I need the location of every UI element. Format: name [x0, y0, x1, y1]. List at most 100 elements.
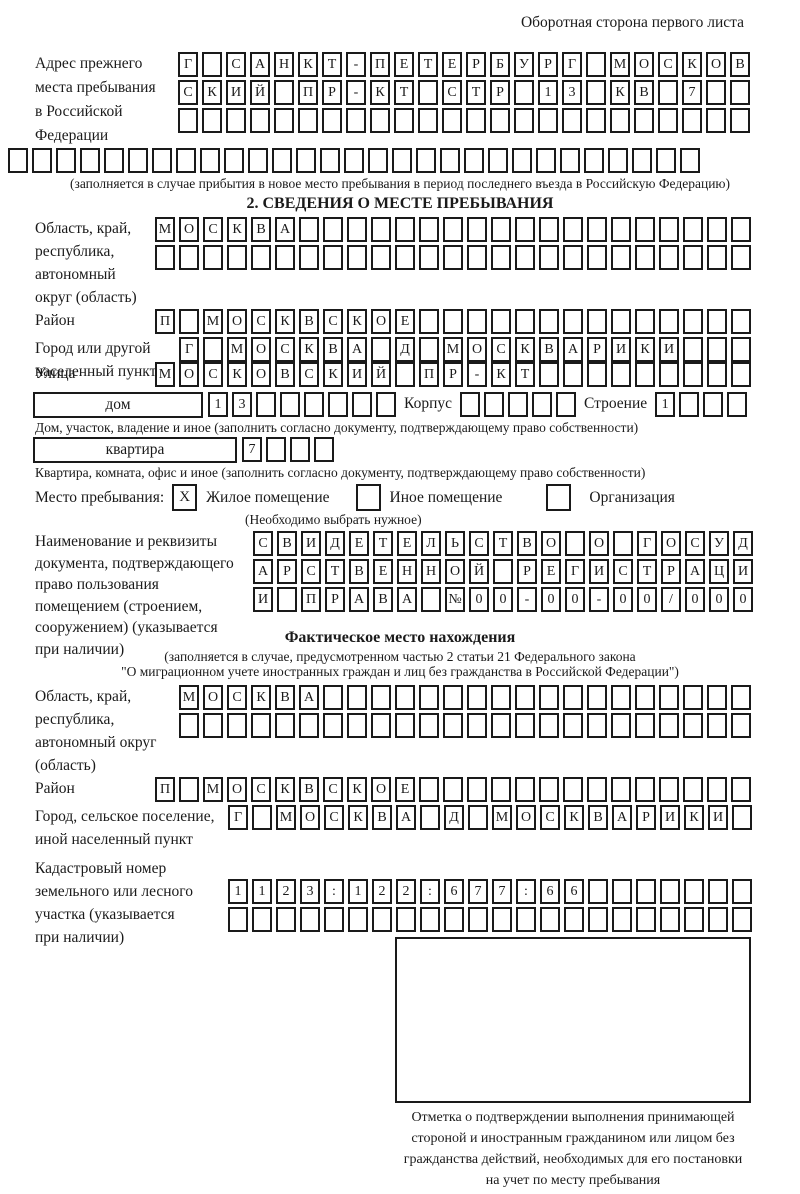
char-box[interactable]	[176, 148, 196, 173]
char-box[interactable]	[419, 337, 439, 362]
char-box[interactable]: В	[251, 217, 271, 242]
char-box[interactable]	[563, 217, 583, 242]
char-box[interactable]: 7	[242, 437, 262, 462]
char-box[interactable]	[539, 777, 559, 802]
char-box[interactable]: О	[227, 777, 247, 802]
char-box[interactable]	[682, 108, 702, 133]
char-box[interactable]: 1	[228, 879, 248, 904]
char-box[interactable]: Г	[228, 805, 248, 830]
char-box[interactable]	[611, 713, 631, 738]
char-box[interactable]	[290, 437, 310, 462]
char-box[interactable]	[683, 217, 703, 242]
char-box[interactable]: 1	[252, 879, 272, 904]
char-box[interactable]: А	[396, 805, 416, 830]
char-box[interactable]: К	[227, 362, 247, 387]
char-box[interactable]: К	[370, 80, 390, 105]
char-box[interactable]: 2	[396, 879, 416, 904]
char-box[interactable]	[371, 713, 391, 738]
char-box[interactable]	[252, 805, 272, 830]
char-box[interactable]	[635, 713, 655, 738]
char-box[interactable]	[419, 685, 439, 710]
char-box[interactable]: С	[178, 80, 198, 105]
char-box[interactable]	[32, 148, 52, 173]
char-box[interactable]	[347, 217, 367, 242]
char-box[interactable]: О	[179, 217, 199, 242]
char-box[interactable]	[371, 217, 391, 242]
char-box[interactable]	[323, 713, 343, 738]
char-box[interactable]	[635, 217, 655, 242]
char-box[interactable]	[275, 713, 295, 738]
char-box[interactable]: Р	[538, 52, 558, 77]
char-box[interactable]: С	[275, 337, 295, 362]
checkbox-other-premises[interactable]	[355, 484, 381, 511]
char-box[interactable]: В	[277, 531, 297, 556]
char-box[interactable]	[416, 148, 436, 173]
char-box[interactable]	[490, 108, 510, 133]
char-box[interactable]	[277, 587, 297, 612]
char-box[interactable]: С	[227, 685, 247, 710]
char-box[interactable]	[508, 392, 528, 417]
char-box[interactable]	[467, 685, 487, 710]
char-box[interactable]: Н	[421, 559, 441, 584]
char-box[interactable]	[611, 777, 631, 802]
char-box[interactable]	[314, 437, 334, 462]
char-box[interactable]: 0	[613, 587, 633, 612]
char-box[interactable]: Г	[178, 52, 198, 77]
char-box[interactable]: 0	[493, 587, 513, 612]
char-box[interactable]: М	[610, 52, 630, 77]
char-box[interactable]	[658, 108, 678, 133]
char-box[interactable]: 6	[540, 879, 560, 904]
char-box[interactable]	[610, 108, 630, 133]
char-box[interactable]	[467, 713, 487, 738]
char-box[interactable]: В	[373, 587, 393, 612]
char-box[interactable]	[635, 245, 655, 270]
char-box[interactable]: О	[467, 337, 487, 362]
char-box[interactable]	[538, 108, 558, 133]
char-box[interactable]: О	[589, 531, 609, 556]
char-box[interactable]	[707, 362, 727, 387]
char-box[interactable]	[323, 245, 343, 270]
char-box[interactable]: О	[516, 805, 536, 830]
char-box[interactable]: Р	[661, 559, 681, 584]
char-box[interactable]	[491, 685, 511, 710]
char-box[interactable]	[368, 148, 388, 173]
char-box[interactable]	[611, 245, 631, 270]
char-box[interactable]: 7	[468, 879, 488, 904]
char-box[interactable]: К	[323, 362, 343, 387]
char-box[interactable]: У	[514, 52, 534, 77]
char-box[interactable]	[203, 245, 223, 270]
char-box[interactable]	[684, 907, 704, 932]
char-box[interactable]	[491, 713, 511, 738]
char-box[interactable]	[392, 148, 412, 173]
char-box[interactable]: Е	[373, 559, 393, 584]
char-box[interactable]	[683, 713, 703, 738]
char-box[interactable]	[632, 148, 652, 173]
char-box[interactable]	[536, 148, 556, 173]
char-box[interactable]: К	[635, 337, 655, 362]
char-box[interactable]	[395, 713, 415, 738]
char-box[interactable]	[299, 217, 319, 242]
char-box[interactable]: Р	[517, 559, 537, 584]
char-box[interactable]	[421, 587, 441, 612]
char-box[interactable]	[731, 217, 751, 242]
char-box[interactable]: А	[397, 587, 417, 612]
char-box[interactable]	[660, 879, 680, 904]
char-box[interactable]	[418, 80, 438, 105]
char-box[interactable]	[587, 777, 607, 802]
char-box[interactable]	[352, 392, 372, 417]
char-box[interactable]: А	[347, 337, 367, 362]
char-box[interactable]: К	[275, 309, 295, 334]
char-box[interactable]	[707, 309, 727, 334]
char-box[interactable]: О	[251, 362, 271, 387]
char-box[interactable]: 0	[685, 587, 705, 612]
char-box[interactable]	[155, 245, 175, 270]
char-box[interactable]	[323, 217, 343, 242]
char-box[interactable]	[516, 907, 536, 932]
char-box[interactable]: С	[251, 777, 271, 802]
char-box[interactable]	[272, 148, 292, 173]
char-box[interactable]: Д	[395, 337, 415, 362]
char-box[interactable]	[328, 392, 348, 417]
char-box[interactable]	[683, 685, 703, 710]
char-box[interactable]	[464, 148, 484, 173]
char-box[interactable]	[56, 148, 76, 173]
